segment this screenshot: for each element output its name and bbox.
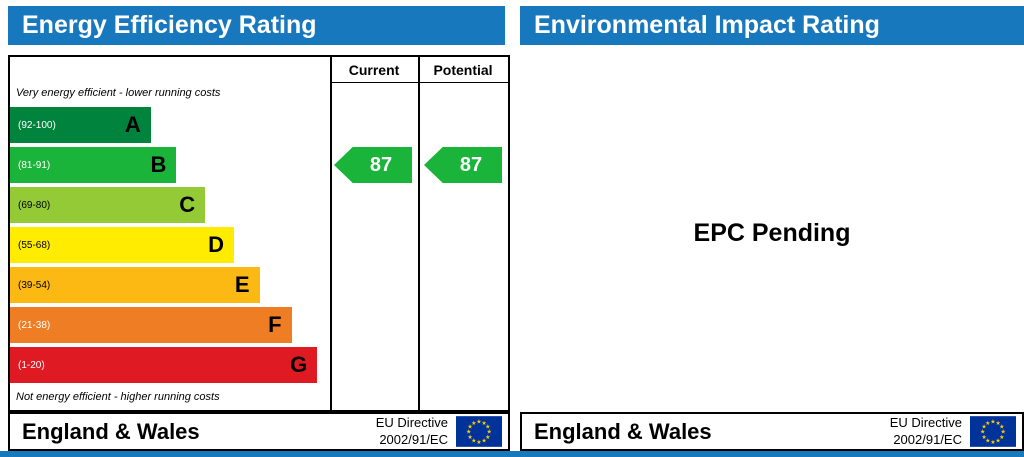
- svg-text:★: ★: [995, 438, 1001, 445]
- potential-column-divider: [418, 57, 420, 410]
- band-letter: F: [268, 312, 282, 337]
- england-wales-label: England & Wales: [534, 418, 712, 444]
- svg-text:★: ★: [466, 429, 472, 436]
- svg-text:★: ★: [467, 434, 473, 441]
- caption-top: Very energy efficient - lower running co…: [16, 87, 221, 99]
- eu-directive-line2: 2002/91/EC: [379, 431, 448, 447]
- bottom-accent-strip: [0, 451, 1024, 457]
- band-row-b: (81-91) B: [10, 147, 330, 187]
- band-bar-b: (81-91) B: [10, 147, 177, 183]
- band-range: (1-20): [18, 359, 45, 371]
- energy-footer: England & Wales EU Directive 2002/91/EC …: [8, 412, 510, 451]
- band-letter: G: [290, 352, 308, 377]
- svg-text:★: ★: [995, 420, 1001, 427]
- band-row-d: (55-68) D: [10, 227, 330, 267]
- svg-text:★: ★: [990, 439, 996, 446]
- band-range: (55-68): [18, 239, 51, 251]
- eu-directive-line1: EU Directive: [889, 415, 962, 431]
- eu-directive-line2: 2002/91/EC: [893, 431, 962, 447]
- svg-text:★: ★: [985, 438, 991, 445]
- svg-text:★: ★: [999, 424, 1005, 431]
- svg-text:★: ★: [476, 419, 482, 426]
- band-range: (92-100): [18, 119, 56, 131]
- band-letter: D: [208, 232, 224, 257]
- svg-text:★: ★: [485, 424, 491, 431]
- eu-directive-line1: EU Directive: [375, 415, 448, 431]
- potential-column-header: Potential: [418, 57, 508, 83]
- svg-text:★: ★: [485, 434, 491, 441]
- svg-text:★: ★: [981, 434, 987, 441]
- band-letter: A: [124, 112, 141, 137]
- svg-text:★: ★: [471, 420, 477, 427]
- band-row-c: (69-80) C: [10, 187, 330, 227]
- svg-text:★: ★: [999, 434, 1005, 441]
- band-letter: B: [150, 152, 167, 177]
- caption-bottom: Not energy efficient - higher running co…: [16, 391, 220, 403]
- svg-text:★: ★: [985, 420, 991, 427]
- band-bar-e: (39-54) E: [10, 267, 260, 303]
- eu-directive-label: EU Directive 2002/91/EC: [376, 415, 456, 448]
- energy-rating-title: Energy Efficiency Rating: [8, 6, 505, 45]
- svg-text:★: ★: [471, 438, 477, 445]
- band-range: (81-91): [18, 159, 51, 171]
- current-column-header: Current: [330, 57, 418, 83]
- svg-text:★: ★: [990, 419, 996, 426]
- svg-text:★: ★: [467, 424, 473, 431]
- eu-directive-label: EU Directive 2002/91/EC: [890, 415, 970, 448]
- environmental-panel: EPC Pending: [520, 55, 1024, 412]
- band-bar-a: (92-100) A: [10, 107, 151, 143]
- band-row-e: (39-54) E: [10, 267, 330, 307]
- svg-text:★: ★: [481, 420, 487, 427]
- band-row-f: (21-38) F: [10, 307, 330, 347]
- environmental-footer: England & Wales EU Directive 2002/91/EC …: [520, 412, 1024, 451]
- band-row-g: (1-20) G: [10, 347, 330, 387]
- eu-flag-icon: ★ ★★★★★★★★★★★: [456, 416, 502, 447]
- band-letter: E: [234, 272, 250, 297]
- svg-text:★: ★: [476, 439, 482, 446]
- band-letter: C: [179, 192, 196, 217]
- potential-rating-arrow: 87: [424, 147, 502, 183]
- band-bar-c: (69-80) C: [10, 187, 206, 223]
- current-rating-arrow: 87: [334, 147, 412, 183]
- energy-rating-chart: Current Potential Very energy efficient …: [8, 55, 510, 412]
- eu-flag-icon: ★ ★★★★★★★★★★★: [970, 416, 1016, 447]
- svg-text:★: ★: [481, 438, 487, 445]
- epc-pending-text: EPC Pending: [693, 219, 851, 247]
- band-bar-g: (1-20) G: [10, 347, 318, 383]
- band-range: (69-80): [18, 199, 51, 211]
- band-row-a: (92-100) A: [10, 107, 330, 147]
- svg-text:★: ★: [486, 429, 492, 436]
- svg-text:★: ★: [1000, 429, 1006, 436]
- current-column-divider: [330, 57, 332, 410]
- epc-bands: (92-100) A (81-91) B (69-80) C (55-68) D (39-54)…: [10, 107, 330, 387]
- band-range: (21-38): [18, 319, 51, 331]
- band-range: (39-54): [18, 279, 51, 291]
- england-wales-label: England & Wales: [22, 418, 200, 444]
- environmental-rating-title: Environmental Impact Rating: [520, 6, 1024, 45]
- svg-text:★: ★: [980, 429, 986, 436]
- svg-text:★: ★: [981, 424, 987, 431]
- band-bar-f: (21-38) F: [10, 307, 292, 343]
- band-bar-d: (55-68) D: [10, 227, 234, 263]
